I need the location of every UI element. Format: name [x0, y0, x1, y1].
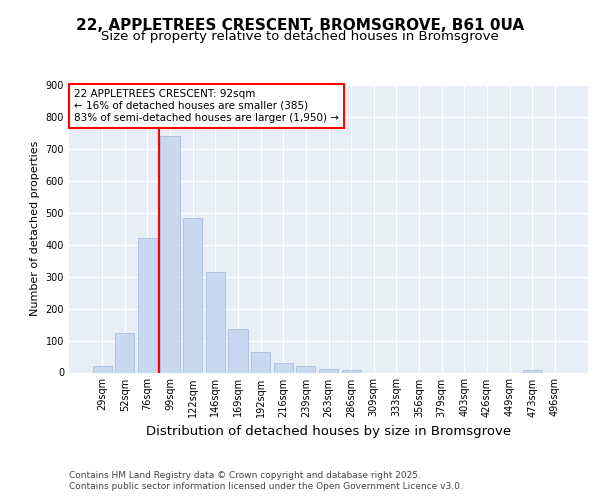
X-axis label: Distribution of detached houses by size in Bromsgrove: Distribution of detached houses by size … — [146, 425, 511, 438]
Bar — [229, 330, 248, 372]
Bar — [251, 352, 270, 372]
Text: Contains public sector information licensed under the Open Government Licence v3: Contains public sector information licen… — [69, 482, 463, 491]
Y-axis label: Number of detached properties: Number of detached properties — [30, 141, 40, 316]
Text: 22, APPLETREES CRESCENT, BROMSGROVE, B61 0UA: 22, APPLETREES CRESCENT, BROMSGROVE, B61… — [76, 18, 524, 32]
Bar — [92, 366, 112, 372]
Text: Contains HM Land Registry data © Crown copyright and database right 2025.: Contains HM Land Registry data © Crown c… — [69, 471, 421, 480]
Bar — [206, 272, 225, 372]
Bar — [115, 332, 134, 372]
Bar — [523, 370, 542, 372]
Bar — [319, 370, 338, 372]
Text: Size of property relative to detached houses in Bromsgrove: Size of property relative to detached ho… — [101, 30, 499, 43]
Text: 22 APPLETREES CRESCENT: 92sqm
← 16% of detached houses are smaller (385)
83% of : 22 APPLETREES CRESCENT: 92sqm ← 16% of d… — [74, 90, 339, 122]
Bar — [296, 366, 316, 372]
Bar — [160, 136, 180, 372]
Bar — [274, 363, 293, 372]
Bar — [138, 238, 157, 372]
Bar — [341, 370, 361, 372]
Bar — [183, 218, 202, 372]
